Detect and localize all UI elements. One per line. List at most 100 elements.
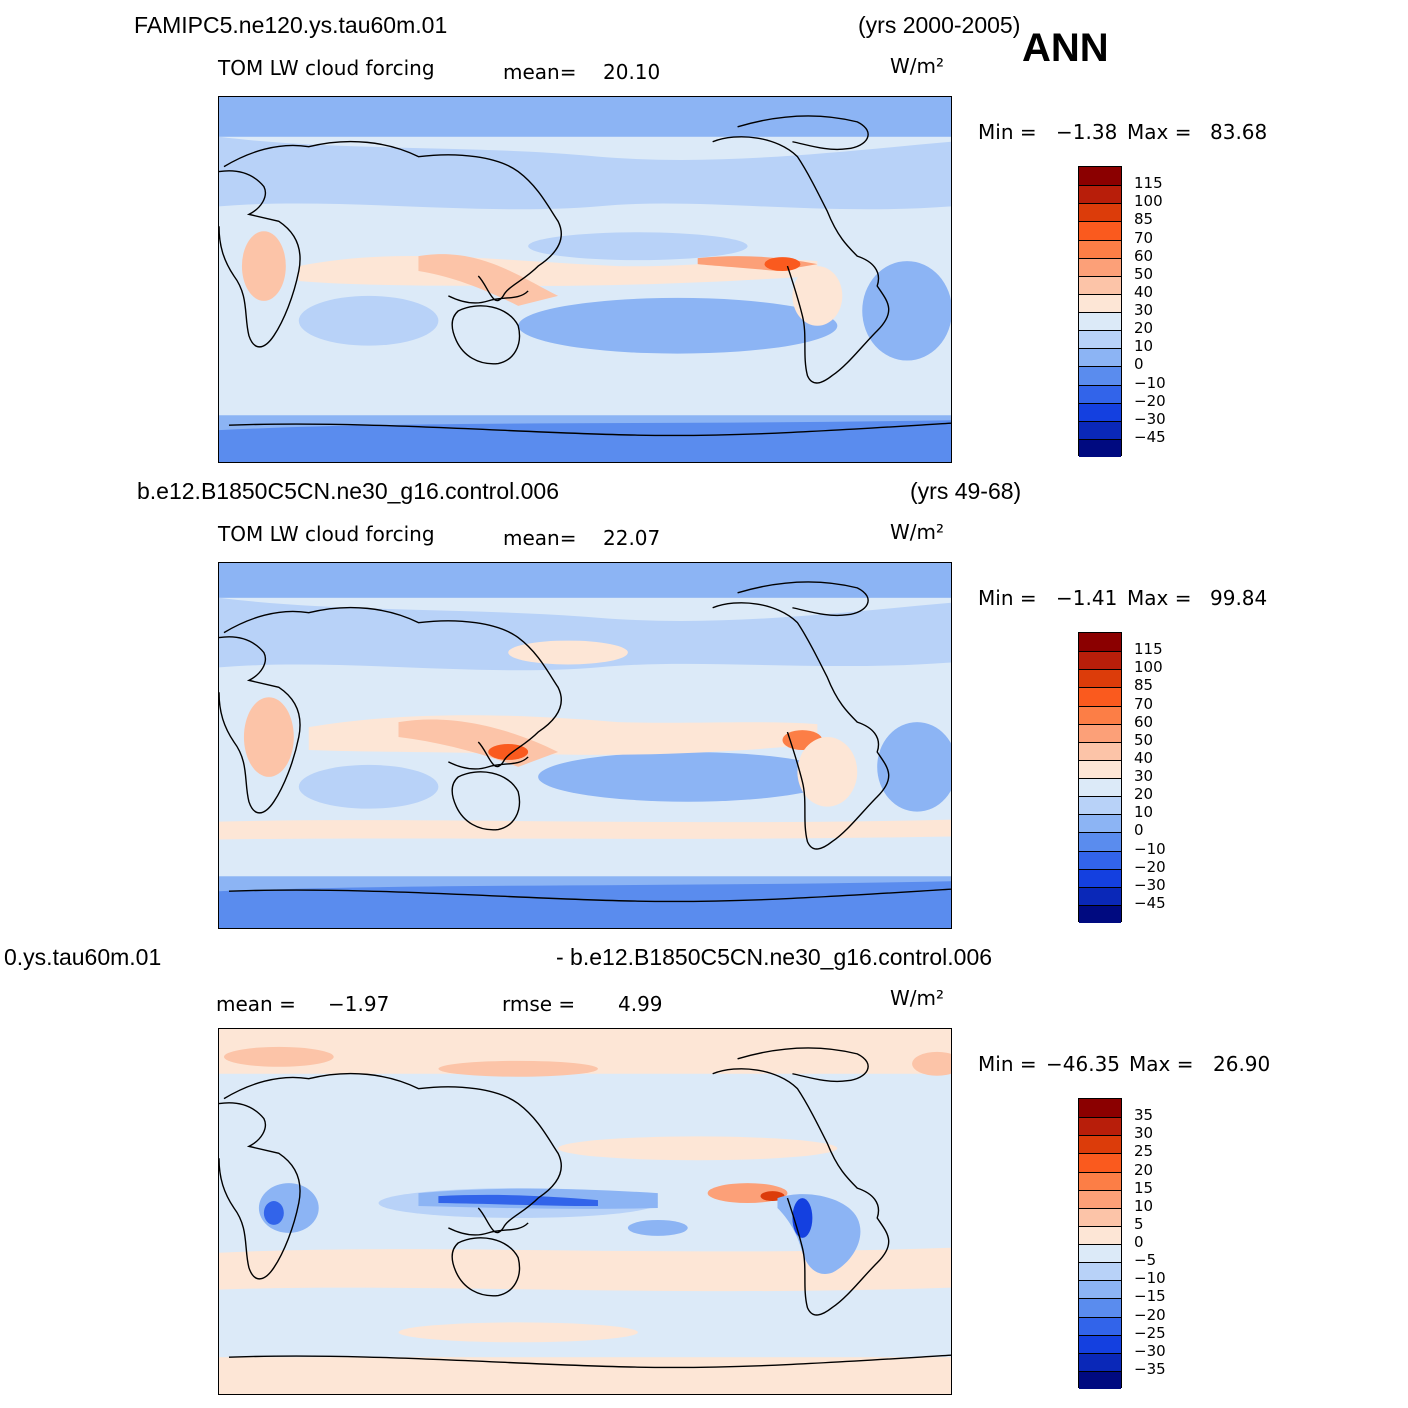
panel3-min-label: Min = <box>978 1052 1037 1076</box>
panel1-min-value: −1.38 <box>1056 120 1118 144</box>
colorbar-tick-label: 70 <box>1134 694 1154 713</box>
colorbar-tick-label: 10 <box>1134 337 1154 356</box>
colorbar-tick-label: −35 <box>1134 1359 1166 1378</box>
panel2-map <box>218 562 952 929</box>
colorbar-tick-label: −45 <box>1134 893 1166 912</box>
colorbar-swatch <box>1079 402 1121 421</box>
colorbar-swatch <box>1079 651 1121 670</box>
colorbar-swatch <box>1079 796 1121 815</box>
colorbar-tick-label: 30 <box>1134 301 1154 319</box>
colorbar-swatch <box>1079 1171 1121 1190</box>
colorbar-swatch <box>1079 705 1121 724</box>
colorbar-tick-label: 30 <box>1134 767 1154 785</box>
colorbar-swatch <box>1079 1153 1121 1172</box>
colorbar-swatch <box>1079 239 1121 258</box>
colorbar-tick-label: 100 <box>1134 192 1163 211</box>
panel1-case-title: FAMIPC5.ne120.ys.tau60m.01 <box>134 12 448 38</box>
colorbar-swatch <box>1079 850 1121 869</box>
colorbar-tick-label: −20 <box>1134 1305 1166 1324</box>
panel3-units: W/m² <box>890 986 945 1010</box>
colorbar-tick-label: 85 <box>1134 676 1154 695</box>
colorbar-swatch <box>1079 1225 1121 1244</box>
colorbar-swatch <box>1079 438 1121 457</box>
colorbar-tick-label: 20 <box>1134 319 1154 338</box>
colorbar-tick-label: 0 <box>1134 1233 1144 1251</box>
colorbar-tick-label: −10 <box>1134 1269 1166 1288</box>
colorbar-swatch <box>1079 312 1121 331</box>
panel1-colorbar <box>1078 166 1122 457</box>
panel2-max-label: Max = <box>1127 586 1192 610</box>
colorbar-tick-label: 20 <box>1134 1160 1154 1179</box>
colorbar-swatch <box>1079 1117 1121 1136</box>
panel1-mean-value: 20.10 <box>603 60 661 84</box>
colorbar-tick-label: 85 <box>1134 210 1154 229</box>
colorbar-tick-label: −15 <box>1134 1287 1166 1306</box>
panel3-case-left: 0.ys.tau60m.01 <box>4 944 162 970</box>
colorbar-swatch <box>1079 366 1121 385</box>
colorbar-tick-label: 115 <box>1134 640 1163 659</box>
colorbar-swatch <box>1079 275 1121 294</box>
panel2-colorbar <box>1078 632 1122 923</box>
colorbar-tick-label: −25 <box>1134 1323 1166 1342</box>
colorbar-tick-label: 60 <box>1134 712 1154 731</box>
colorbar-swatch <box>1079 886 1121 905</box>
colorbar-swatch <box>1079 1334 1121 1353</box>
colorbar-tick-label: −10 <box>1134 373 1166 392</box>
colorbar-swatch <box>1079 904 1121 923</box>
colorbar-swatch <box>1079 293 1121 312</box>
colorbar-swatch <box>1079 723 1121 742</box>
panel1-max-value: 83.68 <box>1210 120 1268 144</box>
colorbar-swatch <box>1079 759 1121 778</box>
panel3-min-value: −46.35 <box>1046 1052 1121 1076</box>
colorbar-swatch <box>1079 778 1121 797</box>
colorbar-tick-label: 10 <box>1134 803 1154 822</box>
colorbar-swatch <box>1079 1207 1121 1226</box>
colorbar-tick-label: −5 <box>1134 1251 1157 1270</box>
panel1-years: (yrs 2000-2005) <box>858 12 1021 38</box>
colorbar-tick-label: 50 <box>1134 730 1154 749</box>
colorbar-swatch <box>1079 1135 1121 1154</box>
colorbar-tick-label: −45 <box>1134 427 1166 446</box>
colorbar-swatch <box>1079 832 1121 851</box>
colorbar-tick-label: −20 <box>1134 857 1166 876</box>
colorbar-swatch <box>1079 257 1121 276</box>
colorbar-tick-label: 5 <box>1134 1214 1144 1233</box>
colorbar-swatch <box>1079 1262 1121 1281</box>
colorbar-swatch <box>1079 1298 1121 1317</box>
colorbar-tick-label: 0 <box>1134 821 1144 840</box>
colorbar-swatch <box>1079 868 1121 887</box>
panel2-case-title: b.e12.B1850C5CN.ne30_g16.control.006 <box>137 478 559 504</box>
panel2-mean-label: mean= <box>503 526 577 550</box>
colorbar-tick-label: 15 <box>1134 1178 1154 1197</box>
panel2-years: (yrs 49-68) <box>910 478 1022 504</box>
colorbar-swatch <box>1079 420 1121 439</box>
panel3-mean-label: mean = <box>216 992 296 1016</box>
colorbar-swatch <box>1079 1099 1121 1118</box>
colorbar-swatch <box>1079 221 1121 240</box>
colorbar-tick-label: −30 <box>1134 409 1166 428</box>
panel3-colorbar <box>1078 1098 1122 1389</box>
panel2-max-value: 99.84 <box>1210 586 1268 610</box>
panel1-map <box>218 96 952 463</box>
colorbar-tick-label: 60 <box>1134 246 1154 265</box>
colorbar-tick-label: 10 <box>1134 1196 1154 1215</box>
colorbar-tick-label: −10 <box>1134 839 1166 858</box>
colorbar-tick-label: 40 <box>1134 282 1154 301</box>
panel1-max-label: Max = <box>1127 120 1192 144</box>
colorbar-swatch <box>1079 687 1121 706</box>
colorbar-swatch <box>1079 185 1121 204</box>
colorbar-swatch <box>1079 384 1121 403</box>
panel2-variable: TOM LW cloud forcing <box>218 522 435 546</box>
colorbar-tick-label: 115 <box>1134 174 1163 193</box>
colorbar-tick-label: 0 <box>1134 355 1144 374</box>
colorbar-tick-label: 50 <box>1134 264 1154 283</box>
colorbar-swatch <box>1079 1189 1121 1208</box>
panel3-rmse-value: 4.99 <box>618 992 663 1016</box>
colorbar-swatch <box>1079 348 1121 367</box>
colorbar-swatch <box>1079 633 1121 652</box>
panel1-mean-label: mean= <box>503 60 577 84</box>
colorbar-swatch <box>1079 1244 1121 1263</box>
panel3-rmse-label: rmse = <box>502 992 576 1016</box>
colorbar-tick-label: 70 <box>1134 228 1154 247</box>
colorbar-tick-label: −20 <box>1134 391 1166 410</box>
